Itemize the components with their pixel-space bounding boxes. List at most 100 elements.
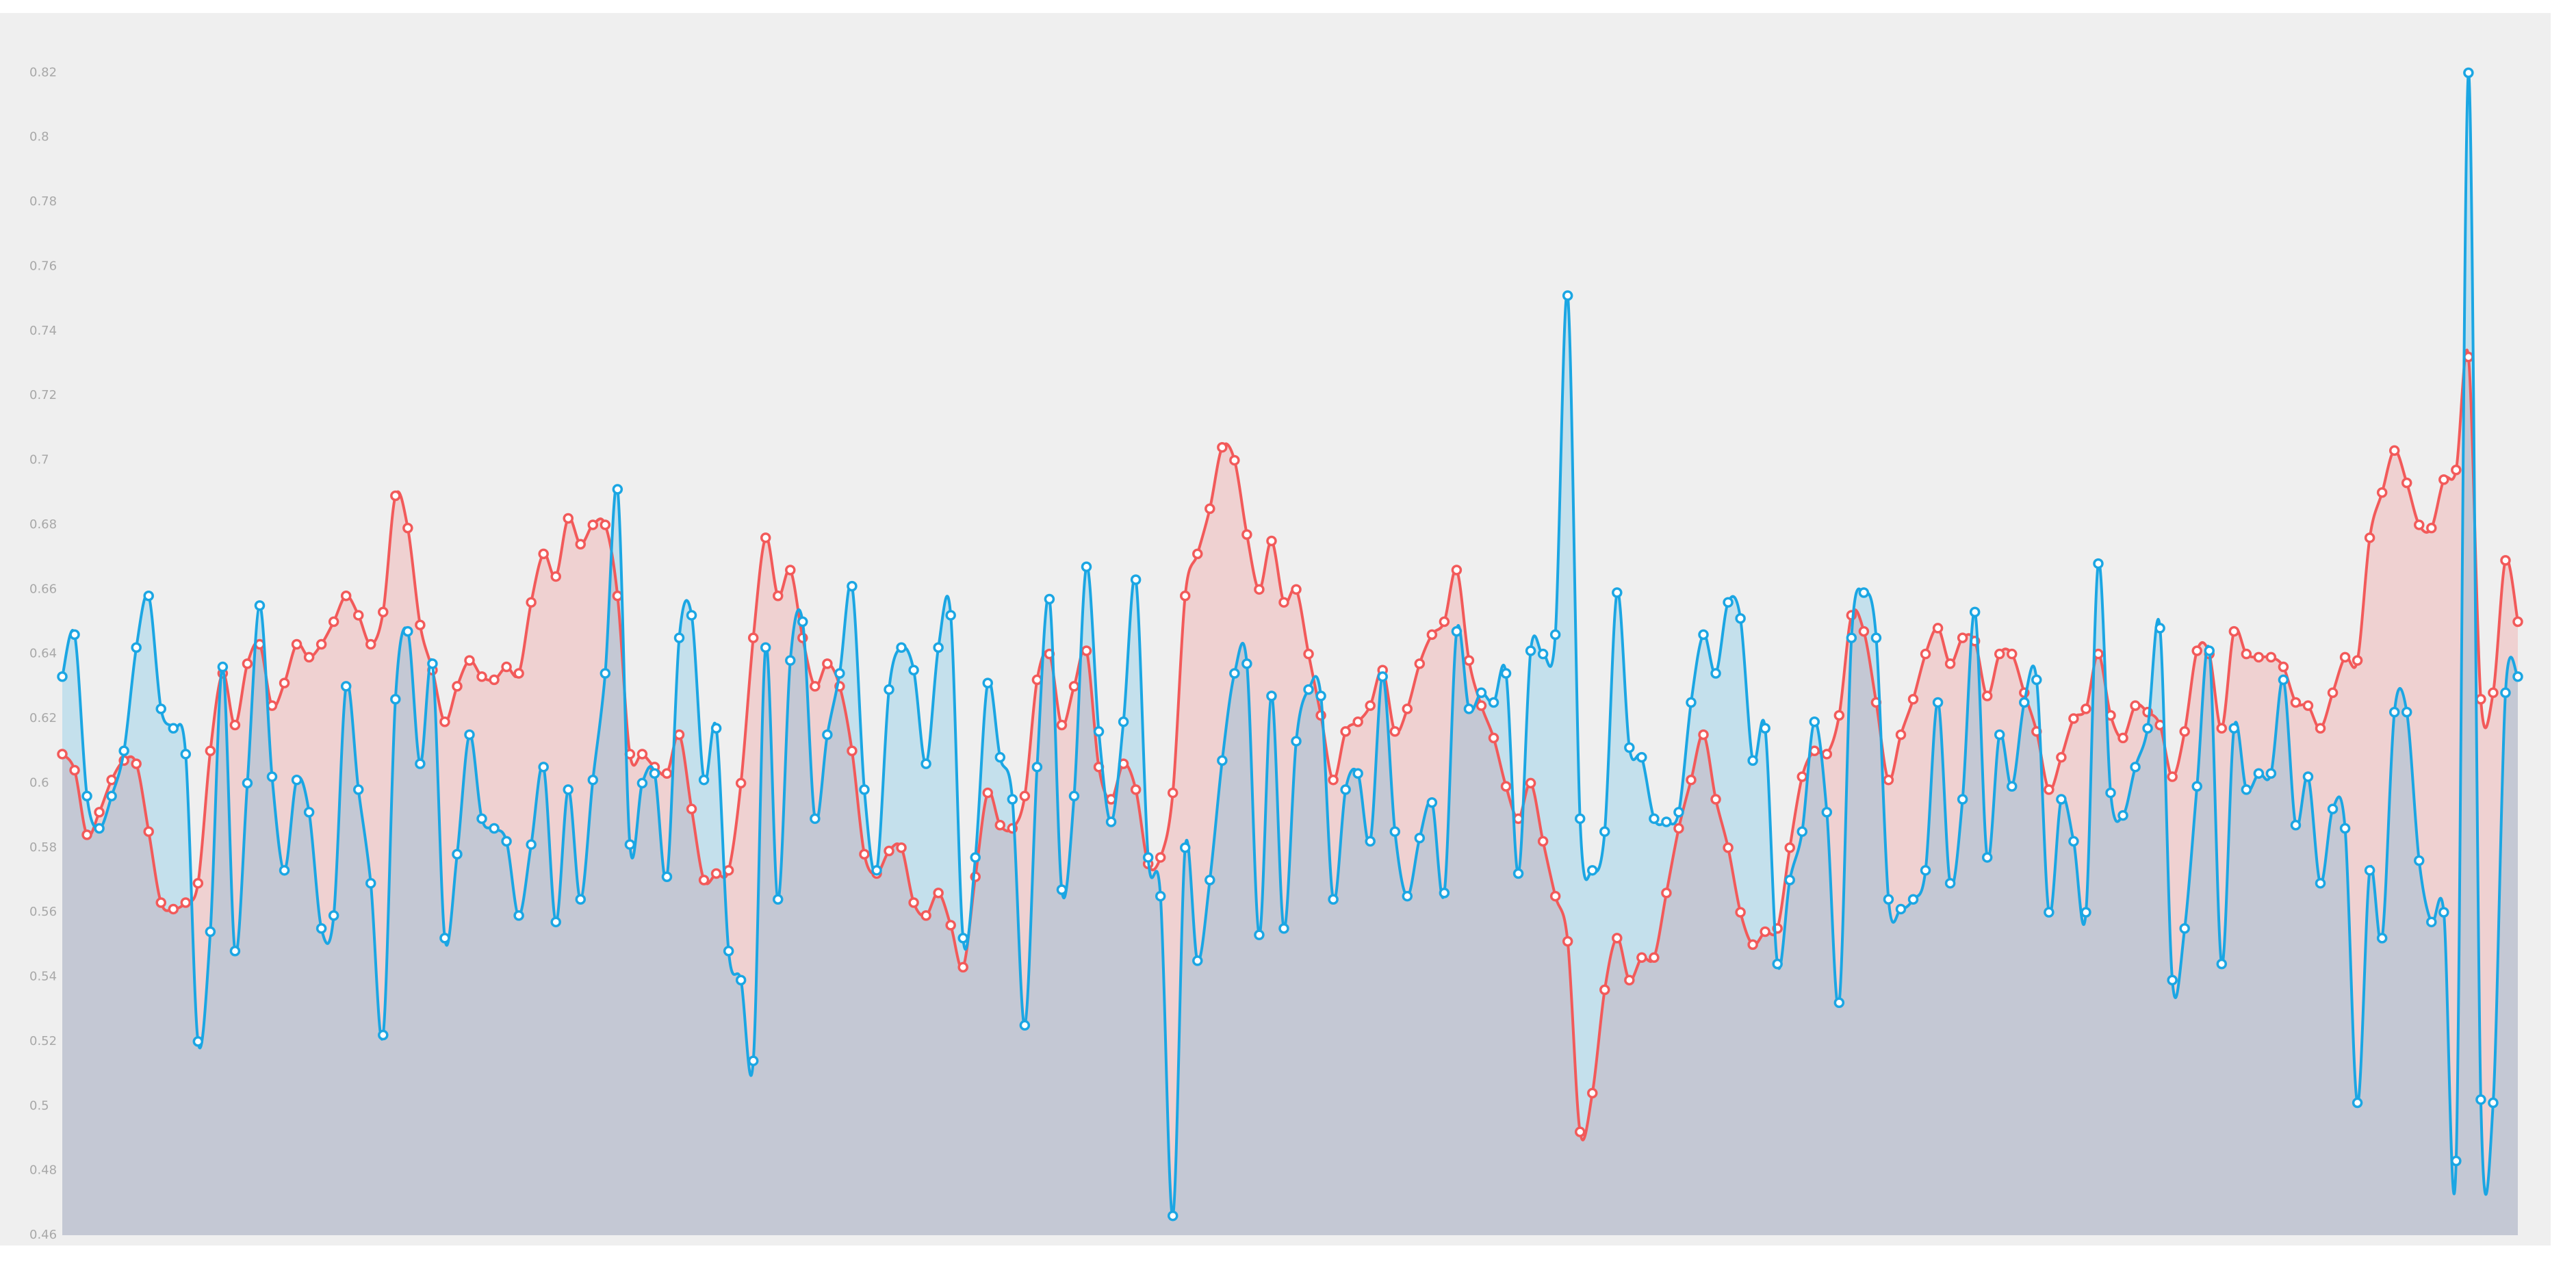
- point: [1241, 529, 1252, 540]
- point: [2093, 558, 2104, 569]
- point: [1686, 774, 1697, 786]
- point: [970, 852, 981, 863]
- point: [2438, 474, 2449, 485]
- point: [1328, 894, 1339, 905]
- point: [1994, 648, 2005, 660]
- point: [1217, 441, 1228, 453]
- point: [994, 751, 1006, 763]
- point: [143, 591, 154, 602]
- point: [1957, 632, 1968, 643]
- point: [747, 632, 759, 643]
- point: [1549, 890, 1561, 902]
- point: [2167, 974, 2178, 985]
- point: [1315, 690, 1326, 701]
- point: [2179, 923, 2190, 934]
- y-tick-label: 0.82: [29, 65, 57, 79]
- point: [57, 671, 68, 682]
- point: [501, 661, 512, 673]
- point: [1439, 888, 1450, 899]
- point: [723, 946, 734, 957]
- point: [1155, 890, 1166, 902]
- point: [378, 606, 389, 618]
- point: [1105, 816, 1117, 827]
- point: [340, 591, 352, 602]
- point: [2327, 803, 2339, 814]
- point: [365, 877, 376, 889]
- y-tick-label: 0.52: [29, 1034, 57, 1048]
- point: [131, 758, 142, 769]
- point: [1760, 723, 1770, 734]
- point: [636, 777, 648, 789]
- point: [686, 803, 697, 814]
- point: [2315, 723, 2326, 734]
- point: [1291, 584, 1302, 595]
- point: [2500, 555, 2511, 566]
- point: [1562, 935, 1573, 947]
- point: [2056, 794, 2067, 805]
- point: [192, 877, 204, 889]
- point: [1365, 700, 1376, 711]
- point: [205, 926, 216, 938]
- point: [1192, 548, 1203, 560]
- y-tick-label: 0.54: [29, 970, 57, 984]
- point: [822, 729, 833, 740]
- point: [390, 490, 401, 502]
- point: [810, 813, 821, 825]
- point: [1081, 561, 1092, 573]
- point: [229, 719, 241, 731]
- point: [452, 681, 463, 692]
- point: [945, 920, 956, 931]
- point: [81, 790, 92, 802]
- point: [1044, 593, 1055, 605]
- point: [2302, 700, 2314, 711]
- point: [1612, 933, 1623, 944]
- point: [1747, 939, 1758, 951]
- point: [1142, 852, 1154, 863]
- point: [2081, 907, 2091, 918]
- point: [513, 910, 524, 921]
- point: [2278, 661, 2289, 673]
- point: [2068, 836, 2079, 847]
- point: [2451, 464, 2462, 476]
- point: [957, 961, 968, 973]
- point: [1562, 290, 1573, 301]
- point: [1476, 700, 1487, 711]
- point: [1784, 875, 1795, 886]
- point: [1068, 681, 1080, 692]
- point: [81, 829, 92, 840]
- y-tick-label: 0.66: [29, 582, 57, 596]
- point: [933, 888, 944, 899]
- point: [612, 591, 623, 602]
- point: [1068, 790, 1080, 802]
- y-tick-label: 0.7: [29, 453, 49, 467]
- point: [1907, 894, 1919, 905]
- point: [723, 865, 734, 876]
- point: [698, 875, 710, 886]
- point: [143, 826, 154, 837]
- point: [2414, 519, 2425, 530]
- point: [661, 768, 673, 779]
- point: [1192, 955, 1203, 966]
- point: [1920, 865, 1931, 876]
- point: [2228, 723, 2240, 734]
- point: [550, 916, 561, 928]
- point: [489, 823, 500, 834]
- point: [600, 519, 611, 530]
- point: [575, 539, 587, 550]
- point: [2364, 532, 2375, 543]
- point: [1266, 535, 1277, 547]
- plot-background: [0, 13, 2551, 1245]
- point: [636, 749, 648, 760]
- point: [2426, 522, 2437, 534]
- point: [192, 1036, 204, 1047]
- point: [1981, 852, 1993, 863]
- y-tick-label: 0.6: [29, 775, 49, 790]
- point: [884, 684, 894, 695]
- point: [1488, 697, 1499, 708]
- point: [1636, 751, 1647, 763]
- point: [1031, 762, 1043, 773]
- point: [2253, 768, 2265, 779]
- point: [1179, 591, 1191, 602]
- point: [1920, 648, 1931, 660]
